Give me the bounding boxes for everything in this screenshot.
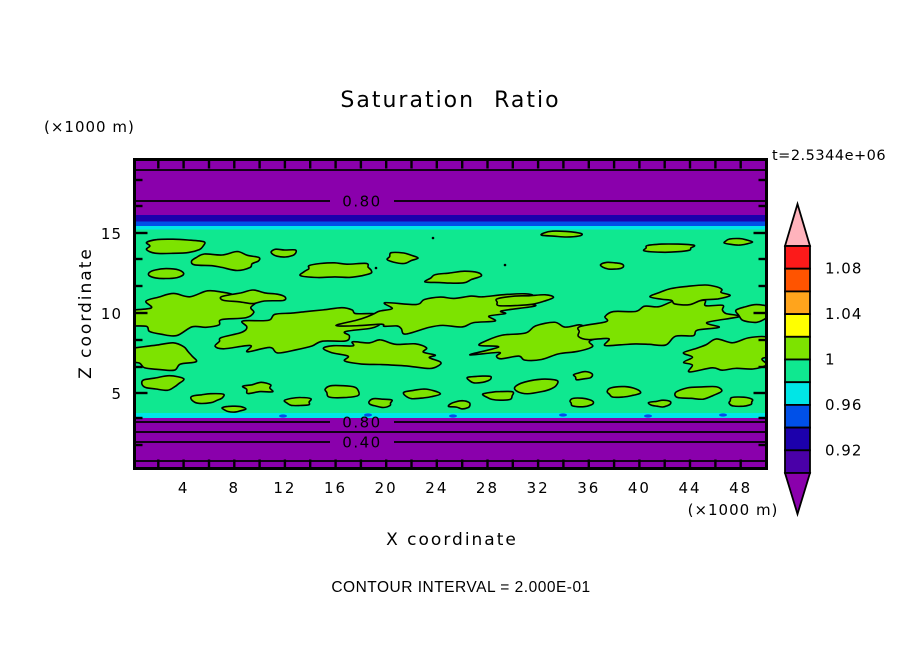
contour-dot <box>432 237 435 240</box>
fill-band <box>133 418 768 470</box>
fill-band <box>133 222 768 227</box>
supersaturation-blob <box>146 239 205 253</box>
chart-title: Saturation Ratio <box>133 88 768 113</box>
colorbar-box <box>785 291 810 314</box>
supersaturation-blob <box>284 397 311 405</box>
x-axis-label: X coordinate <box>386 530 518 550</box>
x-tick-label: 44 <box>678 479 701 497</box>
figure-canvas: Saturation Ratio (×1000 m) t=2.5344e+06 … <box>0 0 904 654</box>
colorbar-box <box>785 314 810 337</box>
x-tick-label: 4 <box>178 479 190 497</box>
x-tick-label: 16 <box>324 479 347 497</box>
contour-label: 0.80 <box>342 193 381 211</box>
x-tick-label: 40 <box>628 479 651 497</box>
fill-band <box>133 226 768 230</box>
supersaturation-blob <box>325 385 359 397</box>
supersaturation-blob <box>300 263 372 278</box>
blue-speck <box>559 413 567 416</box>
colorbar-label: 1.04 <box>825 305 862 323</box>
colorbar-arrow-bottom <box>785 473 810 514</box>
blue-speck <box>449 414 457 417</box>
fill-band <box>133 215 768 222</box>
colorbar-box <box>785 382 810 405</box>
colorbar-label: 1 <box>825 351 836 369</box>
x-axis-unit: (×1000 m) <box>688 501 779 519</box>
z-tick-label: 5 <box>72 385 122 403</box>
colorbar-arrow-top <box>785 204 810 246</box>
blue-speck <box>644 414 652 417</box>
supersaturation-blob <box>573 372 592 380</box>
x-tick-label: 8 <box>228 479 240 497</box>
colorbar-box <box>785 405 810 428</box>
supersaturation-blob <box>644 244 695 252</box>
supersaturation-blob <box>570 398 594 407</box>
z-axis-unit: (×1000 m) <box>44 118 135 136</box>
colorbar-label: 0.96 <box>825 396 862 414</box>
supersaturation-blob <box>148 269 183 279</box>
contour-label: 0.80 <box>342 414 381 432</box>
z-tick-label: 10 <box>72 305 122 323</box>
colorbar-box <box>785 360 810 383</box>
colorbar-box <box>785 269 810 292</box>
contour-label: 0.40 <box>342 434 381 452</box>
x-tick-label: 32 <box>527 479 550 497</box>
supersaturation-blob <box>600 262 623 269</box>
contour-interval-note: CONTOUR INTERVAL = 2.000E-01 <box>331 579 590 597</box>
blue-speck <box>719 413 727 416</box>
colorbar-box <box>785 246 810 269</box>
supersaturation-blob <box>648 400 671 407</box>
supersaturation-blob <box>729 397 753 406</box>
x-tick-label: 48 <box>729 479 752 497</box>
contour-plot-area: 0.80 0.80 0.40 <box>133 158 768 470</box>
time-annotation: t=2.5344e+06 <box>772 148 886 164</box>
x-tick-label: 28 <box>476 479 499 497</box>
supersaturation-blob <box>541 231 582 237</box>
x-tick-label: 20 <box>375 479 398 497</box>
colorbar-box <box>785 428 810 451</box>
colorbar-box <box>785 450 810 473</box>
contour-dot <box>504 264 507 267</box>
contour-dot <box>375 267 378 270</box>
x-tick-label: 24 <box>425 479 448 497</box>
x-tick-label: 36 <box>577 479 600 497</box>
colorbar-label: 1.08 <box>825 260 862 278</box>
fill-band <box>133 158 768 215</box>
z-tick-label: 15 <box>72 225 122 243</box>
colorbar-label: 0.92 <box>825 441 862 459</box>
supersaturation-blob <box>271 249 296 257</box>
blue-speck <box>279 414 287 417</box>
colorbar-box <box>785 337 810 360</box>
x-tick-label: 12 <box>273 479 296 497</box>
colorbar: 1.08 1.04 1 0.96 0.92 <box>778 200 904 522</box>
